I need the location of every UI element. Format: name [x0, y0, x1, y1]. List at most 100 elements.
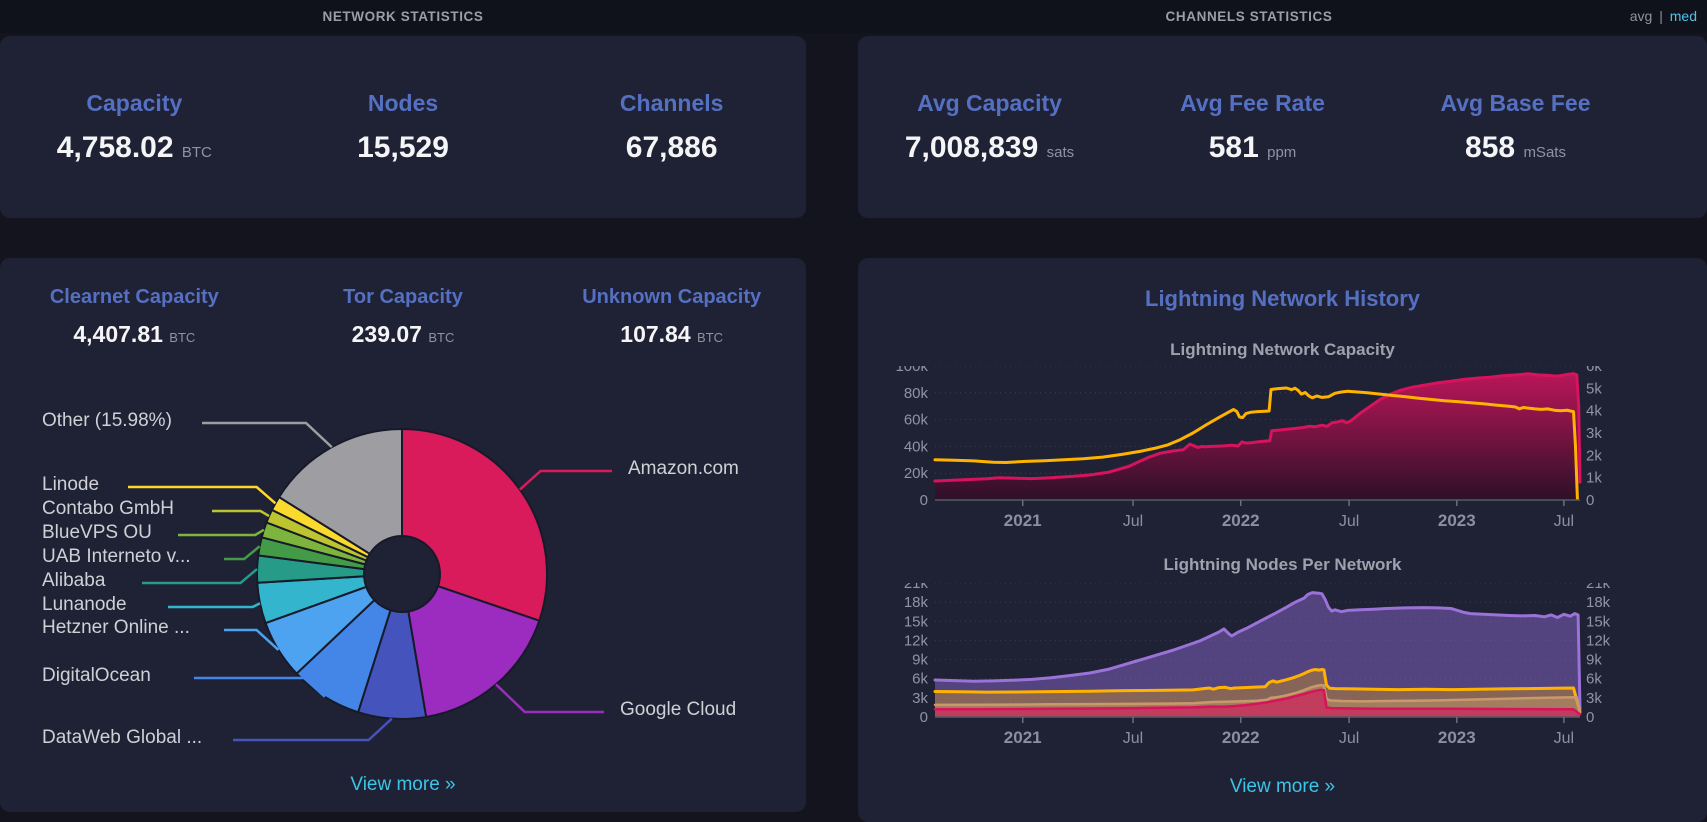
svg-text:Jul: Jul — [1123, 730, 1143, 747]
avg-fee-rate-label: Avg Fee Rate — [1180, 89, 1325, 116]
pie-slice-label: UAB Interneto v... — [42, 546, 191, 567]
svg-text:2022: 2022 — [1222, 511, 1260, 530]
svg-text:Jul: Jul — [1339, 513, 1359, 530]
capacity-value: 4,758.02 BTC — [56, 130, 212, 164]
pie-slice-label: Other (15.98%) — [42, 410, 172, 431]
svg-text:6k: 6k — [1586, 366, 1602, 375]
history-title: Lightning Network History — [1145, 286, 1420, 311]
svg-text:18k: 18k — [1586, 594, 1611, 611]
capacity-chart[interactable]: 100k 80k 60k 40k 20k 0 6k 5k 4k 3k 2k 1k 0 2021 Jul 202… — [858, 358, 1707, 541]
svg-text:0: 0 — [1586, 709, 1594, 726]
svg-text:2k: 2k — [1586, 447, 1602, 464]
stat-avg-capacity: Avg Capacity 7,008,839 sats — [858, 90, 1121, 165]
avg-capacity-label: Avg Capacity — [917, 89, 1062, 116]
view-more-isp-link[interactable]: View more » — [350, 774, 456, 795]
svg-text:40k: 40k — [904, 438, 929, 455]
pie-slice-label: Alibaba — [42, 570, 106, 591]
capacity-unit: BTC — [181, 143, 212, 161]
pie-slice-label: Contabo GmbH — [42, 498, 175, 519]
tor-capacity-unit: BTC — [428, 330, 455, 345]
stat-nodes: Nodes 15,529 — [269, 90, 538, 165]
network-statistics-header: NETWORK STATISTICS — [322, 9, 484, 24]
avg-capacity-unit: sats — [1046, 143, 1075, 161]
svg-text:0: 0 — [920, 492, 928, 509]
svg-text:21k: 21k — [1586, 583, 1611, 592]
svg-text:15k: 15k — [904, 613, 929, 630]
svg-text:9k: 9k — [1586, 652, 1602, 669]
svg-text:Jul: Jul — [1123, 513, 1143, 530]
avg-fee-rate-value: 581 ppm — [1208, 130, 1297, 164]
pie-slice-label: Hetzner Online ... — [42, 617, 190, 638]
svg-text:100k: 100k — [895, 366, 928, 375]
unknown-capacity-label: Unknown Capacity — [582, 286, 762, 308]
tor-capacity-label: Tor Capacity — [343, 286, 463, 308]
svg-text:Jul: Jul — [1339, 730, 1359, 747]
svg-text:0: 0 — [920, 709, 928, 726]
stat-clearnet-capacity: Clearnet Capacity 4,407.81 BTC — [0, 286, 269, 348]
svg-text:3k: 3k — [912, 690, 928, 707]
view-more-history-link[interactable]: View more » — [1229, 776, 1336, 797]
svg-text:2021: 2021 — [1004, 728, 1042, 747]
stat-avg-base-fee: Avg Base Fee 858 mSats — [1384, 90, 1647, 165]
channels-stats-card: Avg Capacity 7,008,839 sats Avg Fee Rate… — [858, 36, 1707, 218]
avg-fee-rate-unit: ppm — [1267, 143, 1297, 161]
toggle-separator: | — [1659, 8, 1663, 24]
svg-text:2021: 2021 — [1004, 511, 1042, 530]
nodes-label: Nodes — [367, 89, 439, 116]
channels-statistics-header: CHANNELS STATISTICS — [1165, 9, 1333, 24]
svg-text:9k: 9k — [912, 652, 928, 669]
clearnet-capacity-unit: BTC — [169, 330, 196, 345]
svg-text:2023: 2023 — [1438, 511, 1476, 530]
channels-value: 67,886 — [625, 130, 718, 164]
clearnet-capacity-value: 4,407.81 BTC — [73, 321, 196, 347]
pie-slice-0[interactable] — [401, 427, 548, 622]
svg-text:2022: 2022 — [1222, 728, 1260, 747]
svg-text:20k: 20k — [904, 465, 929, 482]
clearnet-capacity-label: Clearnet Capacity — [49, 286, 219, 308]
svg-text:Jul: Jul — [1554, 513, 1574, 530]
svg-text:80k: 80k — [904, 385, 929, 402]
unknown-capacity-unit: BTC — [697, 330, 724, 345]
pie-slice-label: Google Cloud — [620, 699, 737, 720]
avg-med-toggle: avg | med — [1630, 0, 1697, 33]
nodes-value: 15,529 — [357, 130, 449, 164]
svg-text:18k: 18k — [904, 594, 929, 611]
pie-slice-label: Lunanode — [42, 594, 127, 615]
svg-text:6k: 6k — [912, 671, 928, 688]
svg-text:60k: 60k — [904, 412, 929, 429]
svg-text:12k: 12k — [904, 632, 929, 649]
pie-slice-label: Amazon.com — [628, 458, 739, 479]
med-toggle-option[interactable]: med — [1669, 8, 1697, 24]
svg-text:1k: 1k — [1586, 470, 1602, 487]
isp-donut-chart[interactable]: Amazon.com Google Cloud DataWeb Global ...… — [0, 258, 806, 812]
svg-text:6k: 6k — [1586, 671, 1602, 688]
svg-text:12k: 12k — [1586, 632, 1611, 649]
capacity-label: Capacity — [86, 89, 183, 116]
avg-base-fee-value: 858 mSats — [1465, 130, 1566, 164]
stat-capacity: Capacity 4,758.02 BTC — [0, 90, 269, 165]
stat-channels: Channels 67,886 — [537, 90, 806, 165]
network-stats-card: Capacity 4,758.02 BTC Nodes 15,529 Chann… — [0, 36, 806, 218]
stat-unknown-capacity: Unknown Capacity 107.84 BTC — [537, 286, 806, 348]
isp-capacity-card: Clearnet Capacity 4,407.81 BTC Tor Capac… — [0, 258, 806, 812]
svg-text:21k: 21k — [904, 583, 929, 592]
capacity-chart-title: Lightning Network Capacity — [1170, 340, 1395, 359]
nodes-chart-title: Lightning Nodes Per Network — [1163, 555, 1402, 574]
pie-slice-11[interactable] — [277, 427, 403, 556]
svg-text:15k: 15k — [1586, 613, 1611, 630]
channels-label: Channels — [619, 89, 724, 116]
pie-slice-label: DataWeb Global ... — [42, 727, 203, 748]
svg-text:0: 0 — [1586, 492, 1594, 509]
pie-slice-1[interactable] — [407, 584, 541, 719]
svg-text:3k: 3k — [1586, 690, 1602, 707]
avg-toggle-option[interactable]: avg — [1629, 8, 1653, 24]
pie-slice-label: BlueVPS OU — [42, 522, 152, 543]
svg-text:Jul: Jul — [1554, 730, 1574, 747]
svg-text:5k: 5k — [1586, 380, 1602, 397]
stat-avg-fee-rate: Avg Fee Rate 581 ppm — [1121, 90, 1384, 165]
nodes-per-network-chart[interactable]: 21k 18k 15k 12k 9k 6k 3k 0 21k 18k 15k 12k 9k 6k 3k 0 20… — [858, 575, 1707, 758]
avg-base-fee-label: Avg Base Fee — [1440, 89, 1591, 116]
stat-tor-capacity: Tor Capacity 239.07 BTC — [269, 286, 538, 348]
tor-capacity-value: 239.07 BTC — [351, 321, 455, 347]
